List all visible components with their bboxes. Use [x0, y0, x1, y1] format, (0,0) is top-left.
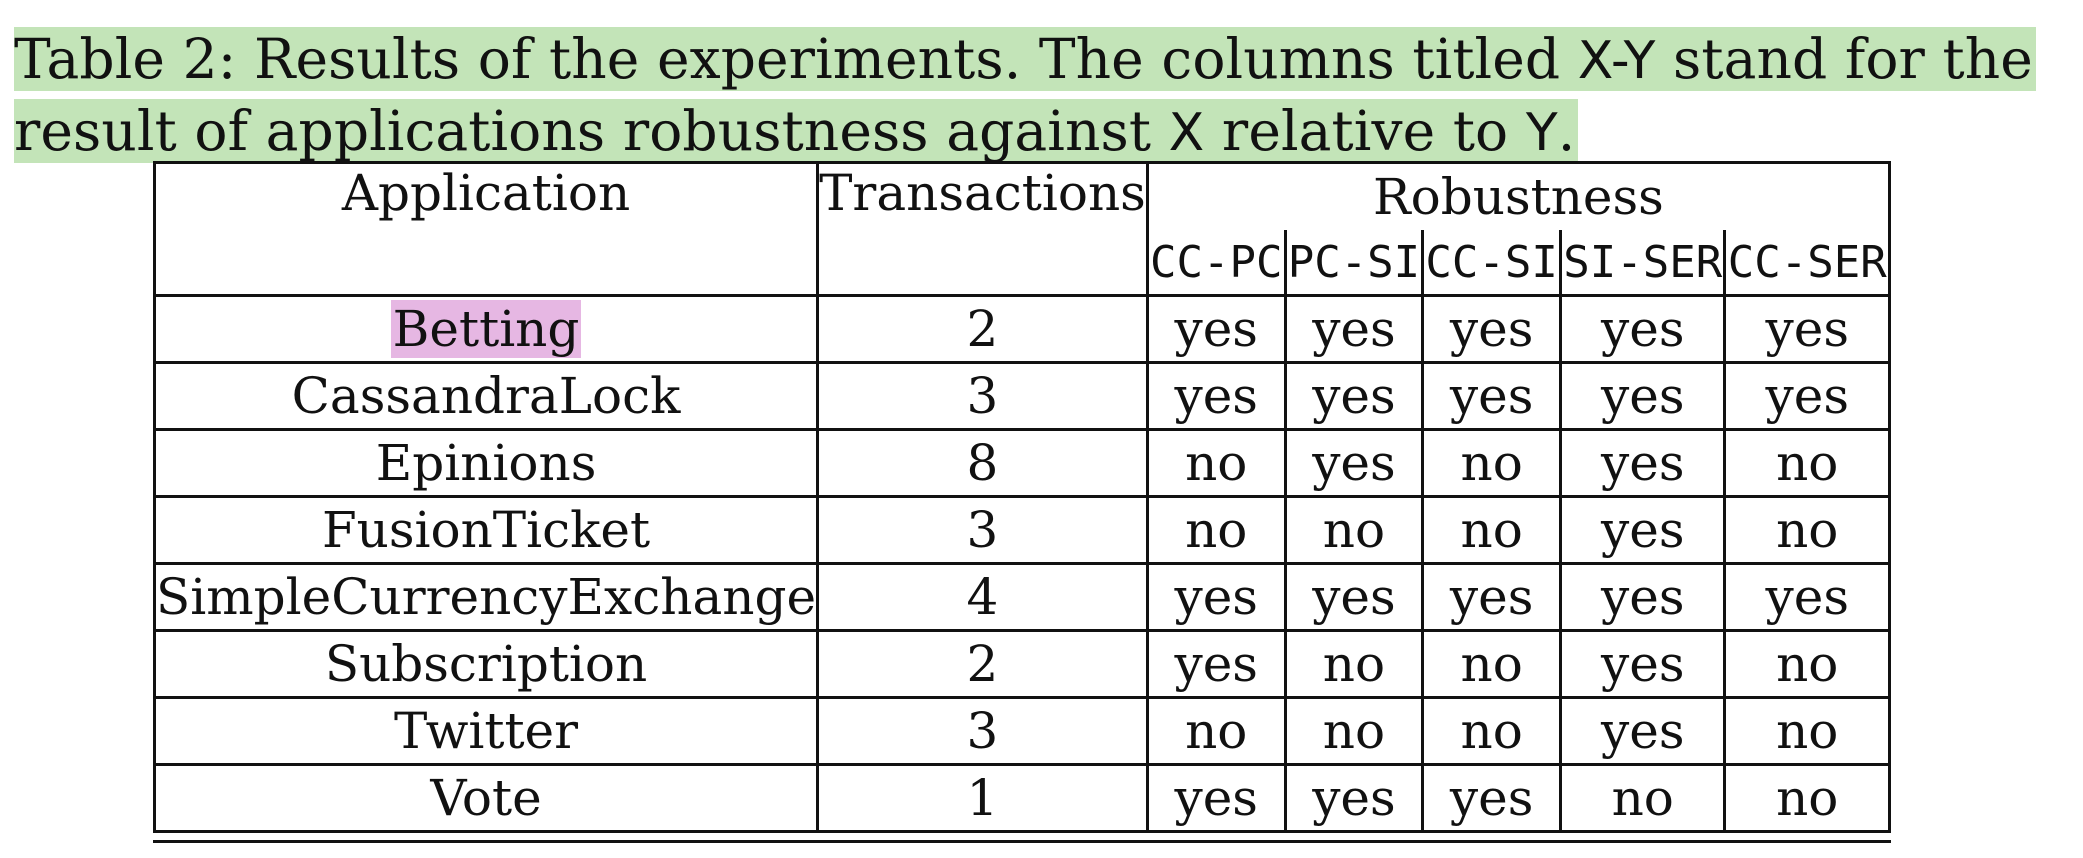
- cell-pc-si: yes: [1283, 763, 1425, 833]
- cell-cc-pc: yes: [1145, 629, 1287, 699]
- caption-y: Y: [1525, 103, 1558, 163]
- application-name: Subscription: [324, 635, 648, 693]
- cell-cc-si: yes: [1421, 763, 1563, 833]
- cell-cc-ser: yes: [1723, 361, 1891, 431]
- cell-si-ser: yes: [1559, 696, 1727, 766]
- application-name: Betting: [390, 300, 582, 358]
- caption-text-1: Table 2: Results of the experiments. The…: [14, 27, 1578, 91]
- cell-cc-si: yes: [1421, 562, 1563, 632]
- cell-application: Twitter: [152, 696, 820, 766]
- application-name: Vote: [430, 769, 542, 827]
- table-header: Application Transactions Robustness CC-P…: [152, 161, 1892, 297]
- cell-transactions: 1: [816, 763, 1149, 833]
- table-body: Betting 2 yes yes yes yes yes CassandraLock 3 yes…: [152, 294, 1891, 833]
- header-row-1: Application Transactions Robustness: [152, 161, 1892, 297]
- cell-pc-si: yes: [1283, 294, 1425, 364]
- application-name: Epinions: [375, 434, 597, 492]
- header-transactions: Transactions: [816, 161, 1149, 297]
- table-row: Subscription 2 yes no no yes no: [152, 629, 1891, 699]
- cell-cc-pc: no: [1145, 428, 1287, 498]
- cell-si-ser: yes: [1559, 495, 1727, 565]
- cell-cc-pc: yes: [1145, 361, 1287, 431]
- caption-text-4: .: [1557, 99, 1576, 163]
- cell-transactions: 3: [816, 696, 1149, 766]
- cell-si-ser: yes: [1559, 361, 1727, 431]
- cell-transactions: 8: [816, 428, 1149, 498]
- results-table: Application Transactions Robustness CC-P…: [152, 161, 1892, 833]
- table-row: FusionTicket 3 no no no yes no: [152, 495, 1891, 565]
- header-row-2: CC-PC PC-SI CC-SI SI-SER CC-SER: [155, 230, 1891, 297]
- cell-application: CassandraLock: [152, 361, 820, 431]
- results-table-container: Application Transactions Robustness CC-P…: [152, 161, 1892, 833]
- cell-pc-si: no: [1283, 696, 1425, 766]
- caption-text-2: stand for the result of applications rob…: [14, 27, 2033, 163]
- cell-transactions: 2: [816, 294, 1149, 364]
- cell-application: Epinions: [152, 428, 820, 498]
- caption-text-3: relative to: [1204, 99, 1526, 163]
- cell-pc-si: yes: [1283, 361, 1425, 431]
- cell-cc-pc: yes: [1145, 294, 1287, 364]
- table-caption: Table 2: Results of the experiments. The…: [14, 24, 2060, 168]
- cell-cc-pc: no: [1145, 696, 1287, 766]
- cell-cc-pc: no: [1145, 495, 1287, 565]
- cell-si-ser: no: [1559, 763, 1727, 833]
- cell-cc-ser: no: [1723, 696, 1891, 766]
- cell-cc-pc: yes: [1145, 562, 1287, 632]
- caption-xy: X-Y: [1577, 31, 1656, 91]
- cell-cc-ser: no: [1723, 763, 1891, 833]
- header-robustness: Robustness: [1145, 161, 1892, 230]
- subheader-cc-ser: CC-SER: [1723, 230, 1891, 297]
- cell-cc-ser: yes: [1723, 294, 1891, 364]
- cell-transactions: 2: [816, 629, 1149, 699]
- application-name: FusionTicket: [321, 501, 651, 559]
- cell-pc-si: yes: [1283, 562, 1425, 632]
- cell-si-ser: yes: [1559, 629, 1727, 699]
- application-name: CassandraLock: [291, 367, 681, 425]
- cell-cc-si: no: [1421, 495, 1563, 565]
- cell-transactions: 4: [816, 562, 1149, 632]
- cell-pc-si: no: [1283, 629, 1425, 699]
- cell-si-ser: yes: [1559, 562, 1727, 632]
- cell-si-ser: yes: [1559, 428, 1727, 498]
- cell-cc-si: yes: [1421, 361, 1563, 431]
- cell-application: SimpleCurrencyExchange: [152, 562, 820, 632]
- cell-application: Subscription: [152, 629, 820, 699]
- cell-cc-si: no: [1421, 428, 1563, 498]
- cell-si-ser: yes: [1559, 294, 1727, 364]
- table-row: Betting 2 yes yes yes yes yes: [152, 294, 1891, 364]
- cell-application: FusionTicket: [152, 495, 820, 565]
- table-row: SimpleCurrencyExchange 4 yes yes yes yes yes: [152, 562, 1891, 632]
- subheader-cc-pc: CC-PC: [1145, 230, 1287, 297]
- cell-cc-ser: no: [1723, 495, 1891, 565]
- cell-pc-si: no: [1283, 495, 1425, 565]
- bottom-rule: [153, 840, 1891, 843]
- cell-cc-si: no: [1421, 629, 1563, 699]
- cell-cc-ser: no: [1723, 629, 1891, 699]
- table-row: Vote 1 yes yes yes no no: [152, 763, 1891, 833]
- table-row: Twitter 3 no no no yes no: [152, 696, 1891, 766]
- cell-cc-pc: yes: [1145, 763, 1287, 833]
- cell-cc-ser: no: [1723, 428, 1891, 498]
- table-row: Epinions 8 no yes no yes no: [152, 428, 1891, 498]
- cell-transactions: 3: [816, 361, 1149, 431]
- application-name: SimpleCurrencyExchange: [156, 568, 817, 626]
- cell-application: Vote: [152, 763, 820, 833]
- cell-cc-ser: yes: [1723, 562, 1891, 632]
- header-application: Application: [152, 161, 820, 297]
- application-name: Twitter: [394, 702, 579, 760]
- cell-application: Betting: [152, 294, 820, 364]
- cell-pc-si: yes: [1283, 428, 1425, 498]
- caption-highlight: Table 2: Results of the experiments. The…: [14, 27, 2036, 163]
- cell-cc-si: no: [1421, 696, 1563, 766]
- caption-x: X: [1168, 103, 1205, 163]
- subheader-si-ser: SI-SER: [1559, 230, 1727, 297]
- table-row: CassandraLock 3 yes yes yes yes yes: [152, 361, 1891, 431]
- cell-cc-si: yes: [1421, 294, 1563, 364]
- subheader-pc-si: PC-SI: [1283, 230, 1425, 297]
- cell-transactions: 3: [816, 495, 1149, 565]
- subheader-cc-si: CC-SI: [1421, 230, 1563, 297]
